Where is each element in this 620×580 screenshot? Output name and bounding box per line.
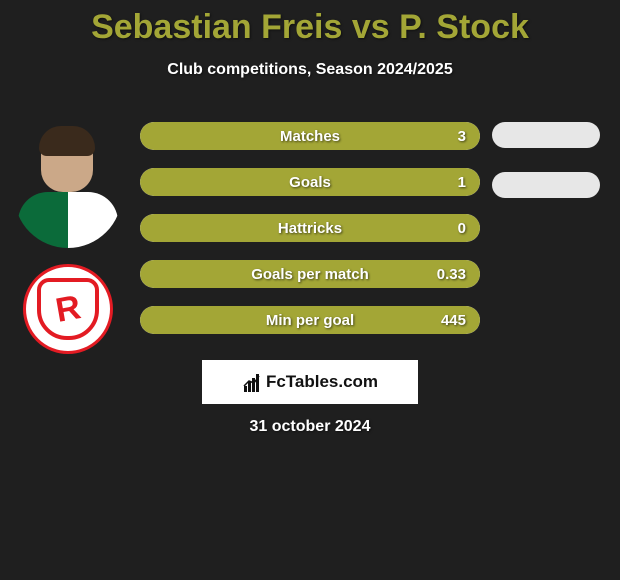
opponent-pills (492, 122, 610, 198)
stat-bar: Min per goal445 (140, 306, 480, 334)
player-jersey (18, 192, 118, 248)
fctables-icon (242, 372, 262, 392)
opponent-pill (492, 172, 600, 198)
attribution-box: FcTables.com (202, 360, 418, 404)
club-badge-letter: R (53, 288, 84, 331)
left-column: R (8, 122, 128, 354)
date-text: 31 october 2024 (0, 418, 620, 436)
club-badge: R (23, 264, 113, 354)
stat-bar: Goals1 (140, 168, 480, 196)
club-badge-shield: R (37, 278, 99, 340)
stat-bar-fill-left (140, 306, 480, 334)
stat-bar-fill-left (140, 168, 480, 196)
player-photo (14, 122, 122, 248)
stat-bar: Matches3 (140, 122, 480, 150)
stat-bar: Goals per match0.33 (140, 260, 480, 288)
attribution-text: FcTables.com (266, 372, 378, 392)
opponent-pill (492, 122, 600, 148)
stat-bar-fill-left (140, 214, 480, 242)
stat-bar: Hattricks0 (140, 214, 480, 242)
subtitle: Club competitions, Season 2024/2025 (0, 61, 620, 79)
page-title: Sebastian Freis vs P. Stock (0, 0, 620, 47)
stat-bars: Matches3 Goals1 Hattricks0 Goals per match0… (140, 122, 480, 334)
player-hair (39, 126, 95, 156)
stat-bar-fill-left (140, 122, 480, 150)
stat-bar-fill-left (140, 260, 480, 288)
